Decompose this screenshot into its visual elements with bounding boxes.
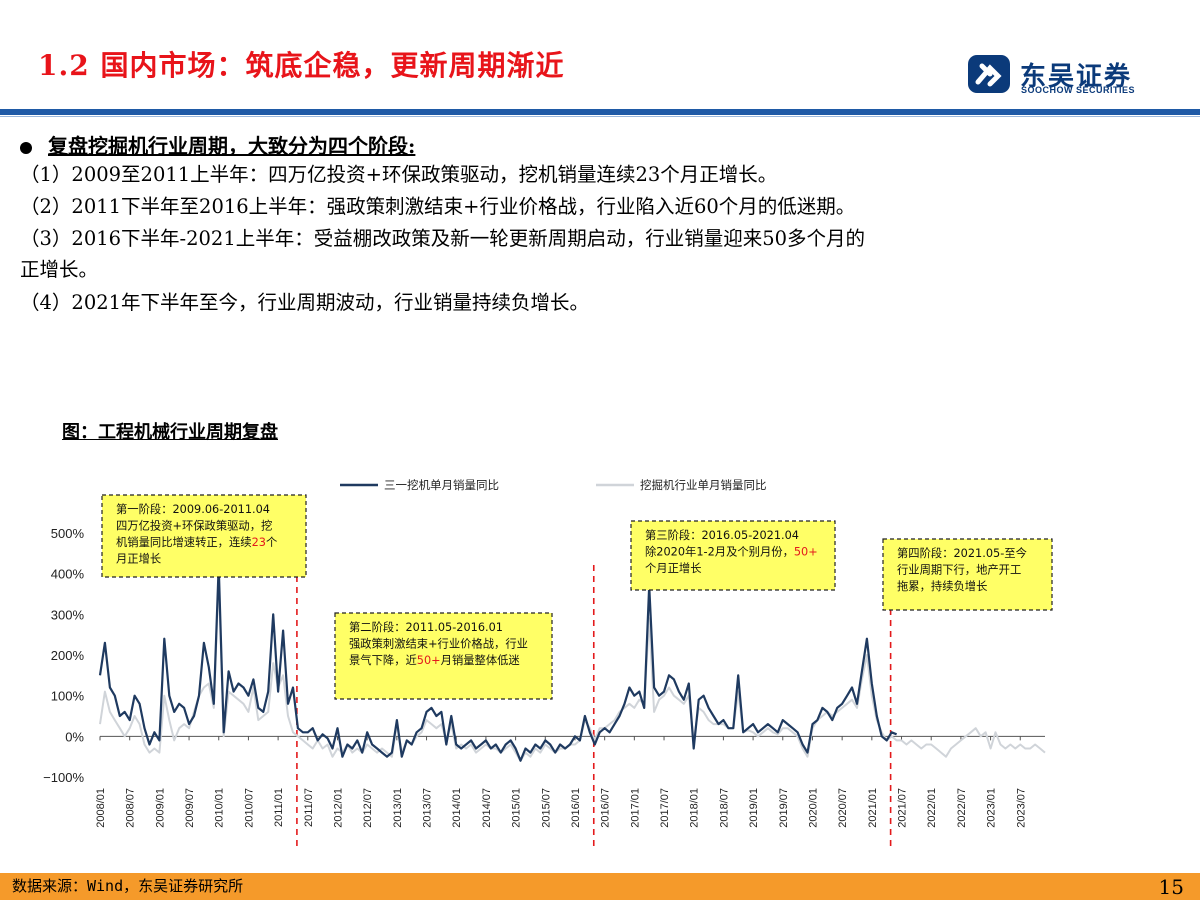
- x-tick-label: 2010/01: [214, 788, 226, 828]
- x-tick-label: 2022/07: [956, 788, 968, 828]
- phase-annotation-text: 拖累，持续负增长: [897, 579, 987, 593]
- y-tick-label: −100%: [43, 770, 84, 785]
- y-tick-label: 0%: [65, 729, 84, 744]
- y-tick-label: 200%: [51, 648, 85, 663]
- logo-text: 东吴证券: [1020, 62, 1133, 92]
- x-tick-label: 2012/01: [332, 788, 344, 828]
- x-tick-label: 2019/07: [778, 788, 790, 828]
- x-tick-label: 2008/07: [125, 788, 137, 828]
- header-rule-thin: [0, 116, 1200, 117]
- phase-annotation-text: 四万亿投资+环保政策驱动，挖: [116, 519, 272, 533]
- x-tick-label: 2023/01: [986, 788, 998, 828]
- phase-annotation-text: 除2020年1-2月及个别月份，50+: [645, 545, 818, 559]
- x-tick-label: 2016/01: [570, 788, 582, 828]
- x-tick-label: 2022/01: [926, 788, 938, 828]
- y-tick-label: 100%: [51, 689, 85, 704]
- x-tick-label: 2020/07: [837, 788, 849, 828]
- section-bullet: 复盘挖掘机行业周期，大致分为四个阶段:: [20, 130, 415, 159]
- phase-annotation-text: 第二阶段：2011.05-2016.01: [349, 620, 503, 634]
- x-tick-label: 2017/07: [659, 788, 671, 828]
- x-tick-label: 2011/07: [303, 788, 315, 827]
- bullet-text: 复盘挖掘机行业周期，大致分为四个阶段:: [48, 134, 416, 158]
- x-tick-label: 2020/01: [807, 788, 819, 828]
- phase-annotation-box: [630, 520, 836, 591]
- figure-caption: 图：工程机械行业周期复盘: [62, 422, 278, 443]
- page-number: 15: [1158, 875, 1184, 899]
- x-tick-label: 2015/07: [540, 788, 552, 828]
- phase-line-1: （1）2009至2011上半年：四万亿投资+环保政策驱动，挖机销量连续23个月正…: [20, 163, 778, 186]
- soochow-logo-icon: [968, 55, 1010, 93]
- y-tick-label: 500%: [51, 526, 85, 541]
- phase-annotation-text: 第三阶段：2016.05-2021.04: [645, 528, 799, 542]
- x-tick-label: 2009/07: [184, 788, 196, 828]
- page-title: 1.2 国内市场：筑底企稳，更新周期渐近: [38, 49, 565, 82]
- x-tick-label: 2021/07: [897, 788, 909, 828]
- legend-label: 三一挖机单月销量同比: [384, 478, 499, 492]
- phase-annotation-text: 行业周期下行，地产开工: [897, 563, 1021, 577]
- phase-annotation-text: 月正增长: [116, 552, 161, 566]
- x-tick-label: 2014/01: [451, 788, 463, 828]
- logo-subtitle: SOOCHOW SECURITIES: [1021, 85, 1136, 95]
- y-tick-label: 300%: [51, 607, 85, 622]
- legend-label: 挖掘机行业单月销量同比: [640, 478, 767, 492]
- x-tick-label: 2013/01: [392, 788, 404, 828]
- cycle-line-chart: 500% 400% 300% 200% 100% 0% −100% 2008/01 2008/0…: [43, 478, 1053, 850]
- phase-annotation-text: 个月正增长: [645, 561, 702, 575]
- phase-line-3-cont: 正增长。: [20, 258, 99, 281]
- phase-annotation-box: [882, 538, 1053, 611]
- phase-annotation-box: [101, 494, 307, 578]
- series-line-sany: [98, 564, 898, 762]
- x-tick-label: 2023/07: [1015, 788, 1027, 828]
- x-tick-label: 2019/01: [748, 788, 760, 828]
- x-tick-label: 2015/01: [511, 788, 523, 828]
- bullet-dot-icon: [20, 141, 32, 154]
- phase-annotation-box: [334, 612, 553, 700]
- phase-annotation-text: 第四阶段：2021.05-至今: [897, 546, 1027, 560]
- phase-line-2: （2）2011下半年至2016上半年：强政策刺激结束+行业价格战，行业陷入近60…: [20, 195, 856, 218]
- phase-line-4: （4）2021年下半年至今，行业周期波动，行业销量持续负增长。: [20, 291, 590, 314]
- footer-bar: [0, 873, 1200, 900]
- x-tick-label: 2014/07: [481, 788, 493, 828]
- x-tick-label: 2017/01: [629, 788, 641, 828]
- phase-annotation-text: 景气下降，近50+月销量整体低迷: [349, 653, 520, 667]
- x-tick-label: 2018/01: [689, 788, 701, 828]
- x-tick-label: 2013/07: [422, 788, 434, 828]
- phase-annotation-text: 机销量同比增速转正，连续23个: [116, 535, 277, 549]
- source-note: 数据来源：Wind，东吴证券研究所: [12, 877, 244, 895]
- x-tick-label: 2021/01: [867, 788, 879, 828]
- x-tick-label: 2008/01: [95, 788, 107, 828]
- x-tick-label: 2018/07: [718, 788, 730, 828]
- x-tick-label: 2009/01: [154, 788, 166, 828]
- x-tick-label: 2010/07: [243, 788, 255, 828]
- phase-line-3: （3）2016下半年-2021上半年：受益棚改政策及新一轮更新周期启动，行业销量…: [20, 227, 866, 250]
- x-tick-label: 2012/07: [362, 788, 374, 828]
- header-rule: [0, 109, 1200, 115]
- y-tick-label: 400%: [51, 567, 85, 582]
- x-tick-label: 2011/01: [273, 788, 285, 827]
- x-tick-label: 2016/07: [600, 788, 612, 828]
- phase-annotation-text: 强政策刺激结束+行业价格战，行业: [349, 637, 528, 651]
- phase-annotation-text: 第一阶段：2009.06-2011.04: [116, 502, 270, 516]
